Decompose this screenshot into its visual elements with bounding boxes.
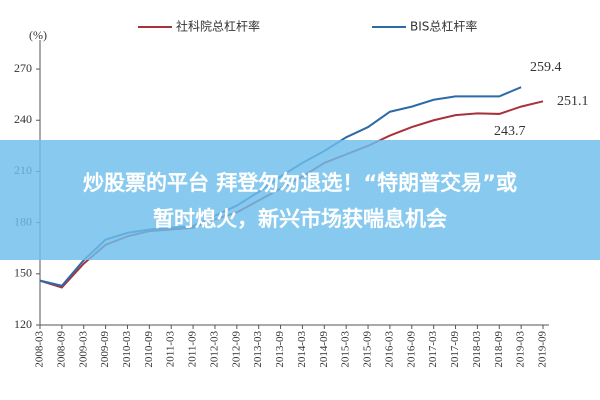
annotation: 259.4 xyxy=(530,60,562,75)
x-tick-label: 2018-09 xyxy=(493,331,505,368)
x-tick-label: 2011-03 xyxy=(165,331,177,368)
x-tick-label: 2010-09 xyxy=(143,331,155,368)
y-tick-label: 120 xyxy=(14,317,32,331)
x-tick-label: 2016-03 xyxy=(383,331,395,368)
x-tick-label: 2015-09 xyxy=(362,331,374,368)
x-tick-label: 2019-09 xyxy=(537,331,549,368)
y-tick-label: 150 xyxy=(14,266,32,280)
x-tick-label: 2012-09 xyxy=(230,331,242,368)
y-axis-label: (%) xyxy=(29,28,47,42)
x-tick-label: 2009-03 xyxy=(77,331,89,368)
x-tick-label: 2018-03 xyxy=(471,331,483,368)
x-tick-label: 2013-03 xyxy=(252,331,264,368)
x-tick-label: 2010-03 xyxy=(121,331,133,368)
x-tick-label: 2019-03 xyxy=(515,331,527,368)
annotation: 243.7 xyxy=(494,124,526,139)
x-tick-label: 2012-03 xyxy=(208,331,220,368)
banner-line: 暂时熄火，新兴市场获喘息机会 xyxy=(153,207,447,231)
y-tick-label: 270 xyxy=(14,61,32,75)
x-tick-label: 2008-03 xyxy=(34,331,46,368)
annotation: 251.1 xyxy=(557,94,589,109)
x-tick-label: 2017-09 xyxy=(449,331,461,368)
legend-label: 社科院总杠杆率 xyxy=(176,19,260,34)
banner-bg xyxy=(0,140,600,260)
x-tick-label: 2014-09 xyxy=(318,331,330,368)
x-tick-label: 2014-03 xyxy=(296,331,308,368)
x-tick-label: 2013-09 xyxy=(274,331,286,368)
x-tick-label: 2009-09 xyxy=(99,331,111,368)
y-tick-label: 240 xyxy=(14,112,32,126)
x-tick-label: 2015-03 xyxy=(340,331,352,368)
x-tick-label: 2008-09 xyxy=(55,331,67,368)
x-tick-label: 2011-09 xyxy=(187,331,199,368)
x-tick-label: 2017-03 xyxy=(427,331,439,368)
x-tick-label: 2016-09 xyxy=(405,331,417,368)
legend-label: BIS总杠杆率 xyxy=(410,19,477,34)
banner-line: 炒股票的平台 拜登匆匆退选！“特朗普交易”或 xyxy=(83,171,517,195)
